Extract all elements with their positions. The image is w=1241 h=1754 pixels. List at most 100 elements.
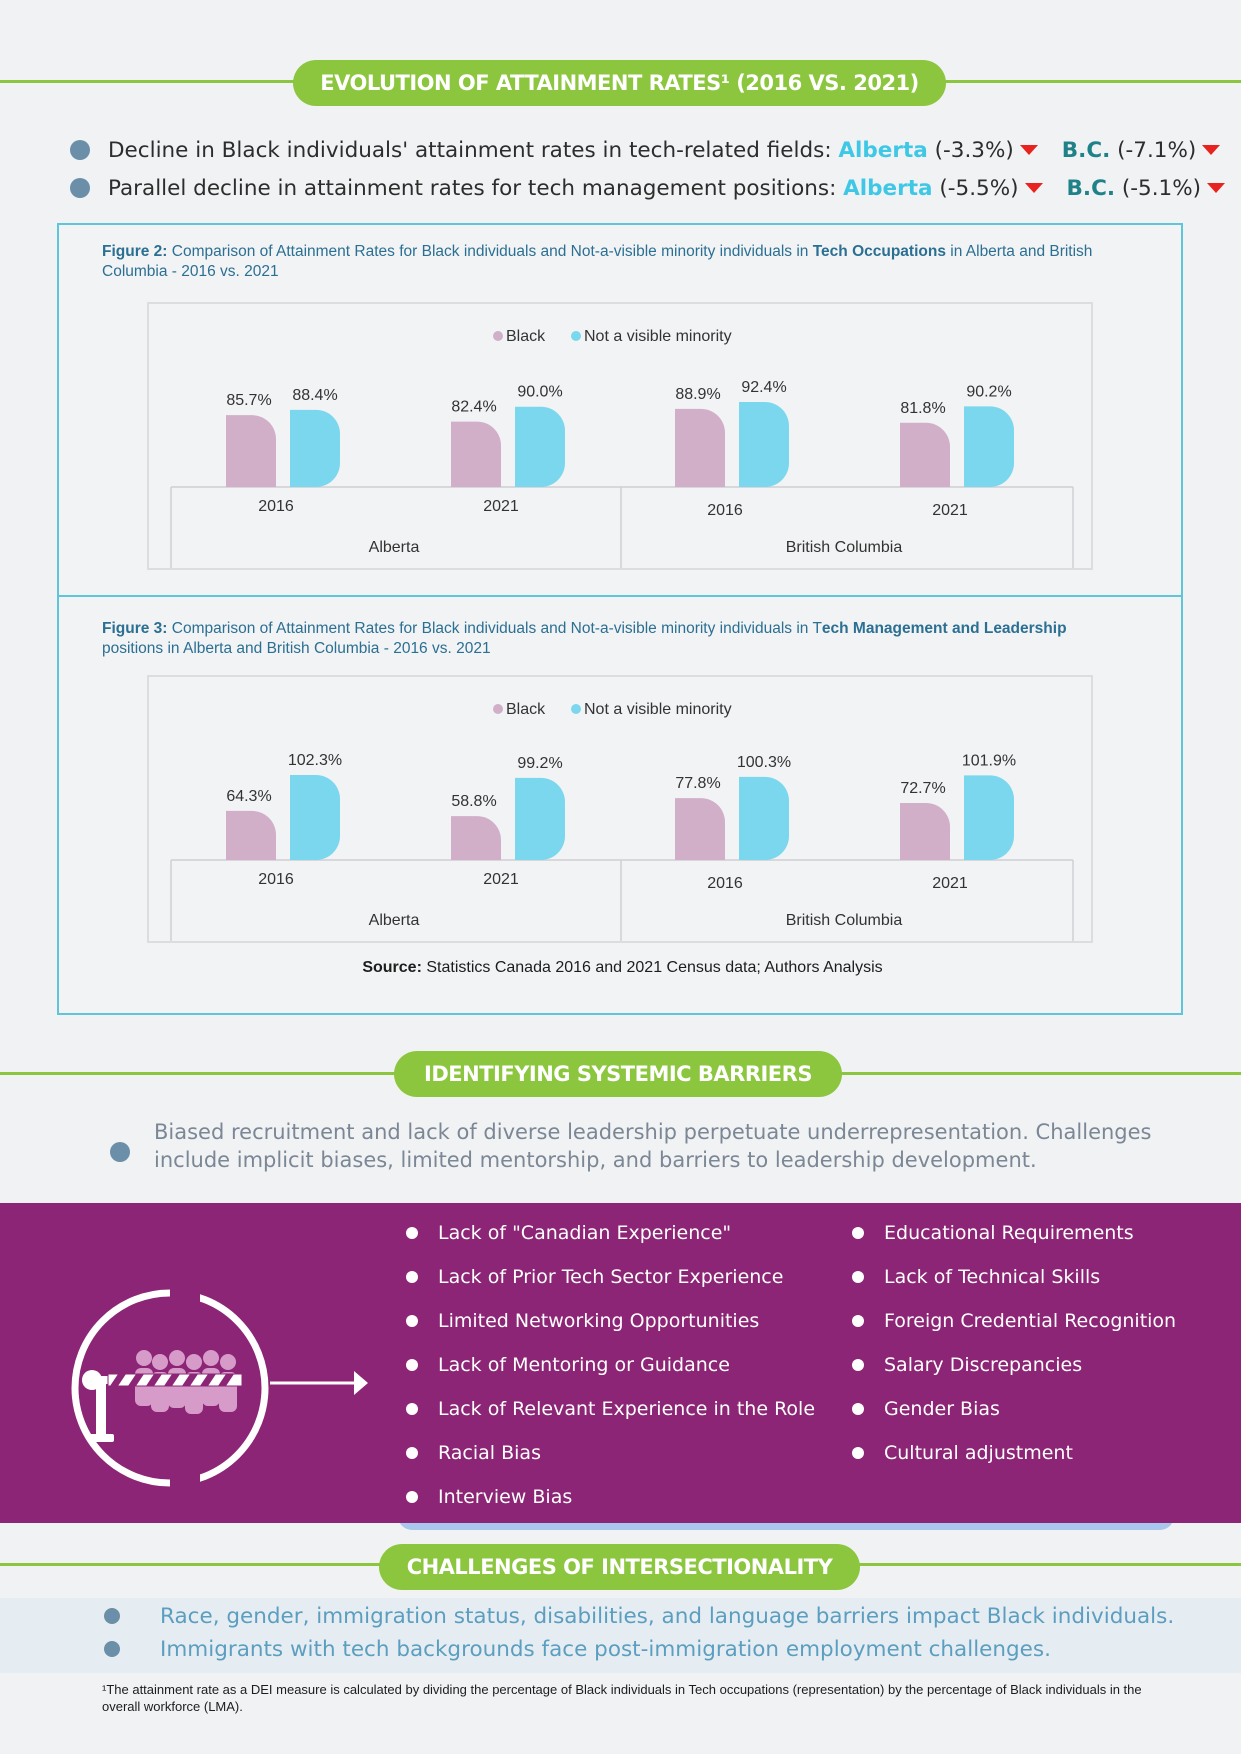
data-label: 82.4% bbox=[451, 399, 496, 416]
barrier-item: Educational Requirements bbox=[852, 1211, 1176, 1255]
barriers-intro: Biased recruitment and lack of diverse l… bbox=[110, 1118, 1170, 1174]
barrier-item: Foreign Credential Recognition bbox=[852, 1299, 1176, 1343]
bullet-dot bbox=[104, 1641, 120, 1657]
chart-legend: Black Not a visible minority bbox=[493, 701, 732, 718]
group-label: Alberta bbox=[369, 912, 420, 929]
section-title-evolution: EVOLUTION OF ATTAINMENT RATES¹ (2016 VS.… bbox=[293, 60, 946, 106]
barrier-item: Lack of Prior Tech Sector Experience bbox=[406, 1255, 815, 1299]
figure-3-chart-svg: Black Not a visible minority Alberta Britis… bbox=[170, 701, 1074, 941]
summary-text-2: Parallel decline in attainment rates for… bbox=[108, 175, 837, 201]
figure-3-caption: Figure 3: Comparison of Attainment Rates… bbox=[102, 620, 1067, 657]
category-label: 2016 bbox=[707, 502, 743, 519]
category-label: 2016 bbox=[258, 498, 294, 515]
data-label: 64.3% bbox=[226, 788, 271, 805]
section-title-intersectionality: CHALLENGES OF INTERSECTIONALITY bbox=[379, 1544, 860, 1590]
category-label: 2021 bbox=[483, 871, 519, 888]
legend-label: Not a visible minority bbox=[584, 701, 732, 718]
data-label: 58.8% bbox=[451, 793, 496, 810]
data-label: 100.3% bbox=[737, 754, 791, 771]
barrier-item: Lack of Technical Skills bbox=[852, 1255, 1176, 1299]
summary-line-2: Parallel decline in attainment rates for… bbox=[70, 173, 1231, 203]
bar-not-visible-minority bbox=[739, 402, 789, 487]
legend-label: Black bbox=[506, 701, 546, 718]
data-label: 77.8% bbox=[675, 775, 720, 792]
bar-not-visible-minority bbox=[964, 406, 1014, 487]
bullet-dot bbox=[104, 1608, 120, 1624]
alberta-value: (-3.3%) bbox=[934, 137, 1014, 163]
intersectionality-line-2: Immigrants with tech backgrounds face po… bbox=[104, 1633, 1051, 1665]
barrier-item: Interview Bias bbox=[406, 1475, 815, 1519]
bar-black bbox=[675, 408, 725, 487]
data-label: 85.7% bbox=[226, 392, 271, 409]
bar-black bbox=[451, 421, 501, 487]
intersectionality-text-2: Immigrants with tech backgrounds face po… bbox=[160, 1636, 1051, 1662]
bar-not-visible-minority bbox=[964, 775, 1014, 860]
figure-3-panel: Figure 3: Comparison of Attainment Rates… bbox=[57, 595, 1183, 1015]
bar-not-visible-minority bbox=[290, 409, 340, 487]
barrier-item: Lack of "Canadian Experience" bbox=[406, 1211, 815, 1255]
bar-black bbox=[226, 415, 276, 487]
category-label: 2021 bbox=[932, 502, 968, 519]
summary-line-1: Decline in Black individuals' attainment… bbox=[70, 135, 1226, 165]
bullet-dot bbox=[70, 178, 90, 198]
figure-2-panel: Figure 2: Comparison of Attainment Rates… bbox=[57, 223, 1183, 597]
footnote: ¹The attainment rate as a DEI measure is… bbox=[102, 1682, 1142, 1714]
figure-3-chart: Black Not a visible minority Alberta Britis… bbox=[147, 675, 1093, 943]
bar-black bbox=[900, 802, 950, 860]
legend-swatch bbox=[493, 331, 503, 341]
data-label: 88.9% bbox=[675, 386, 720, 403]
intersectionality-text-1: Race, gender, immigration status, disabi… bbox=[160, 1603, 1175, 1629]
barriers-band: Lack of "Canadian Experience" Lack of Pr… bbox=[0, 1203, 1241, 1523]
barriers-list-right: Educational Requirements Lack of Technic… bbox=[852, 1211, 1176, 1475]
data-label: 72.7% bbox=[900, 780, 945, 797]
group-label: British Columbia bbox=[786, 912, 903, 929]
data-label: 102.3% bbox=[288, 752, 342, 769]
barrier-gate-people-icon bbox=[71, 1278, 368, 1498]
barrier-item: Salary Discrepancies bbox=[852, 1343, 1176, 1387]
intersectionality-band bbox=[0, 1598, 1241, 1673]
intersectionality-line-1: Race, gender, immigration status, disabi… bbox=[104, 1600, 1174, 1632]
data-label: 90.0% bbox=[517, 384, 562, 401]
data-label: 99.2% bbox=[517, 755, 562, 772]
source-note: Source: Statistics Canada 2016 and 2021 … bbox=[362, 959, 883, 976]
barrier-item: Racial Bias bbox=[406, 1431, 815, 1475]
figure-2-caption: Figure 2: Comparison of Attainment Rates… bbox=[102, 243, 1093, 280]
data-label: 88.4% bbox=[292, 387, 337, 404]
legend-swatch bbox=[493, 704, 503, 714]
barriers-intro-text: Biased recruitment and lack of diverse l… bbox=[154, 1120, 1152, 1172]
bar-not-visible-minority bbox=[515, 777, 565, 860]
bar-not-visible-minority bbox=[290, 775, 340, 860]
figure-2-chart: Black Not a visible minority Alberta Britis… bbox=[147, 302, 1093, 570]
group-label: Alberta bbox=[369, 539, 420, 556]
alberta-value: (-5.5%) bbox=[939, 175, 1019, 201]
alberta-label: Alberta bbox=[843, 175, 933, 201]
barrier-item: Limited Networking Opportunities bbox=[406, 1299, 815, 1343]
data-label: 101.9% bbox=[962, 752, 1016, 769]
category-label: 2016 bbox=[707, 875, 743, 892]
legend-swatch bbox=[571, 704, 581, 714]
group-label: British Columbia bbox=[786, 539, 903, 556]
bar-black bbox=[900, 422, 950, 487]
barrier-item: Lack of Mentoring or Guidance bbox=[406, 1343, 815, 1387]
down-arrow-icon bbox=[1207, 183, 1226, 193]
summary-text-1: Decline in Black individuals' attainment… bbox=[108, 137, 832, 163]
barriers-list-left: Lack of "Canadian Experience" Lack of Pr… bbox=[406, 1211, 815, 1519]
chart-legend: Black Not a visible minority bbox=[493, 328, 732, 345]
barrier-item: Lack of Relevant Experience in the Role bbox=[406, 1387, 815, 1431]
bc-label: B.C. bbox=[1066, 175, 1116, 201]
bc-value: (-5.1%) bbox=[1121, 175, 1202, 201]
bar-black bbox=[451, 816, 501, 860]
figure-2-chart-svg: Black Not a visible minority Alberta Britis… bbox=[170, 328, 1074, 568]
bar-not-visible-minority bbox=[739, 776, 789, 860]
alberta-label: Alberta bbox=[838, 137, 928, 163]
legend-label: Not a visible minority bbox=[584, 328, 732, 345]
bc-label: B.C. bbox=[1061, 137, 1111, 163]
category-label: 2021 bbox=[932, 875, 968, 892]
bar-not-visible-minority bbox=[515, 406, 565, 487]
bullet-dot bbox=[110, 1142, 130, 1162]
down-arrow-icon bbox=[1019, 145, 1038, 155]
barrier-item: Gender Bias bbox=[852, 1387, 1176, 1431]
category-label: 2021 bbox=[483, 498, 519, 515]
bar-black bbox=[675, 798, 725, 860]
barrier-item: Cultural adjustment bbox=[852, 1431, 1176, 1475]
